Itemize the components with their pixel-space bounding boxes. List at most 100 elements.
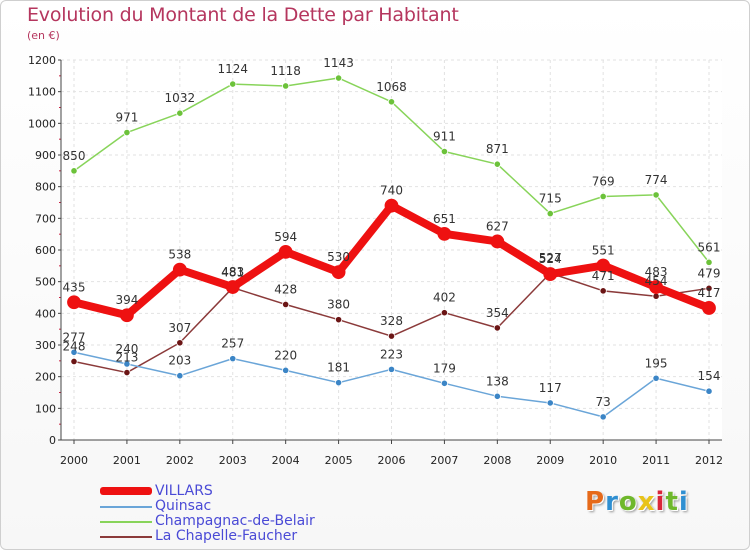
data-label-quinsac: 117 bbox=[539, 381, 562, 395]
y-tick-label: 300 bbox=[35, 339, 56, 352]
data-point-champagnac-de-belair bbox=[599, 192, 607, 201]
data-label-la-chapelle-faucher: 527 bbox=[539, 251, 562, 265]
data-point-villars bbox=[67, 295, 81, 310]
x-tick-label: 2009 bbox=[536, 454, 564, 467]
x-tick-label: 2004 bbox=[272, 454, 300, 467]
y-tick-label: 0 bbox=[49, 434, 56, 447]
data-point-villars bbox=[172, 262, 187, 277]
chart-title: Evolution du Montant de la Dette par Hab… bbox=[27, 4, 459, 26]
data-label-la-chapelle-faucher: 428 bbox=[274, 282, 297, 296]
data-label-quinsac: 179 bbox=[433, 361, 456, 375]
data-label-la-chapelle-faucher: 471 bbox=[592, 269, 615, 283]
legend-swatch-quinsac bbox=[100, 506, 152, 508]
data-point-la-chapelle-faucher bbox=[282, 300, 290, 309]
logo-letter: i bbox=[678, 487, 689, 517]
legend-item-quinsac[interactable]: Quinsac bbox=[100, 499, 420, 514]
legend-label-champagnac: Champagnac-de-Belair bbox=[155, 513, 315, 529]
data-label-champagnac-de-belair: 850 bbox=[63, 149, 86, 163]
legend: VILLARS Quinsac Champagnac-de-Belair La … bbox=[100, 484, 420, 544]
data-point-la-chapelle-faucher bbox=[70, 357, 78, 366]
data-point-la-chapelle-faucher bbox=[334, 316, 343, 324]
data-label-quinsac: 240 bbox=[115, 342, 138, 356]
legend-label-chapelle: La Chapelle-Faucher bbox=[155, 528, 298, 544]
data-label-la-chapelle-faucher: 248 bbox=[63, 339, 86, 353]
data-point-quinsac bbox=[705, 387, 713, 395]
data-point-quinsac bbox=[652, 374, 660, 382]
logo-letter: t bbox=[665, 487, 679, 517]
data-label-champagnac-de-belair: 1032 bbox=[165, 91, 196, 105]
data-point-champagnac-de-belair bbox=[123, 128, 131, 137]
logo-letter: o bbox=[618, 487, 638, 517]
data-label-quinsac: 181 bbox=[327, 361, 350, 375]
data-label-quinsac: 203 bbox=[168, 354, 191, 368]
y-tick-label: 100 bbox=[35, 402, 56, 415]
data-label-villars: 530 bbox=[327, 250, 350, 264]
data-point-la-chapelle-faucher bbox=[176, 339, 184, 347]
data-label-villars: 538 bbox=[168, 248, 191, 262]
data-label-champagnac-de-belair: 871 bbox=[486, 142, 509, 156]
data-label-champagnac-de-belair: 971 bbox=[115, 111, 138, 125]
y-tick-label: 800 bbox=[35, 181, 56, 194]
data-label-la-chapelle-faucher: 454 bbox=[645, 274, 668, 288]
x-tick-label: 2011 bbox=[642, 454, 670, 467]
logo-letter: P bbox=[585, 487, 606, 517]
data-point-villars bbox=[120, 308, 134, 323]
data-point-villars bbox=[596, 258, 611, 273]
data-label-villars: 627 bbox=[486, 219, 509, 233]
legend-item-champagnac[interactable]: Champagnac-de-Belair bbox=[100, 514, 420, 529]
x-tick-label: 2006 bbox=[378, 454, 406, 467]
x-tick-label: 2002 bbox=[166, 454, 194, 467]
data-label-champagnac-de-belair: 561 bbox=[698, 240, 721, 254]
x-tick-label: 2001 bbox=[113, 454, 141, 467]
data-label-quinsac: 257 bbox=[221, 337, 244, 351]
data-point-la-chapelle-faucher bbox=[599, 287, 607, 295]
data-point-quinsac bbox=[70, 348, 78, 356]
data-point-villars bbox=[278, 244, 293, 259]
legend-item-villars[interactable]: VILLARS bbox=[100, 484, 420, 499]
data-label-quinsac: 195 bbox=[645, 356, 668, 370]
data-point-la-chapelle-faucher bbox=[123, 368, 131, 377]
data-label-villars: 524 bbox=[539, 252, 562, 266]
y-tick-label: 1000 bbox=[28, 117, 56, 130]
data-label-la-chapelle-faucher: 380 bbox=[327, 298, 350, 312]
data-label-la-chapelle-faucher: 328 bbox=[380, 314, 403, 328]
data-point-quinsac bbox=[387, 365, 396, 373]
data-point-villars bbox=[490, 234, 505, 249]
data-label-villars: 483 bbox=[221, 265, 244, 279]
data-label-quinsac: 138 bbox=[486, 374, 509, 388]
data-point-la-chapelle-faucher bbox=[493, 324, 501, 332]
data-label-la-chapelle-faucher: 354 bbox=[486, 306, 509, 320]
data-point-la-chapelle-faucher bbox=[440, 309, 449, 317]
y-tick-label: 400 bbox=[35, 307, 56, 320]
data-label-la-chapelle-faucher: 402 bbox=[433, 291, 456, 305]
data-label-champagnac-de-belair: 1124 bbox=[217, 62, 248, 76]
data-point-champagnac-de-belair bbox=[546, 209, 554, 218]
data-label-quinsac: 277 bbox=[63, 330, 86, 344]
x-tick-label: 2003 bbox=[219, 454, 247, 467]
data-point-quinsac bbox=[493, 392, 501, 400]
data-point-quinsac bbox=[229, 355, 237, 363]
y-tick-label: 1200 bbox=[28, 54, 56, 67]
y-tick-label: 600 bbox=[35, 244, 56, 257]
data-point-villars bbox=[702, 301, 716, 315]
data-point-quinsac bbox=[282, 366, 290, 374]
data-point-champagnac-de-belair bbox=[282, 82, 290, 90]
legend-swatch-chapelle bbox=[100, 536, 152, 538]
data-point-champagnac-de-belair bbox=[334, 74, 343, 82]
x-tick-label: 2008 bbox=[483, 454, 511, 467]
data-label-champagnac-de-belair: 774 bbox=[645, 173, 668, 187]
data-label-champagnac-de-belair: 1068 bbox=[376, 80, 407, 94]
data-point-champagnac-de-belair bbox=[387, 98, 396, 106]
data-label-quinsac: 154 bbox=[698, 369, 721, 383]
y-tick-label: 1100 bbox=[28, 86, 56, 99]
x-tick-label: 2005 bbox=[325, 454, 353, 467]
y-tick-label: 700 bbox=[35, 212, 56, 225]
data-point-villars bbox=[384, 198, 399, 213]
data-label-la-chapelle-faucher: 213 bbox=[115, 351, 138, 365]
data-point-villars bbox=[225, 280, 240, 294]
legend-item-chapelle[interactable]: La Chapelle-Faucher bbox=[100, 529, 420, 544]
logo-letter: i bbox=[655, 487, 666, 517]
chart-subtitle: (en €) bbox=[27, 29, 60, 42]
data-label-villars: 740 bbox=[380, 184, 403, 198]
